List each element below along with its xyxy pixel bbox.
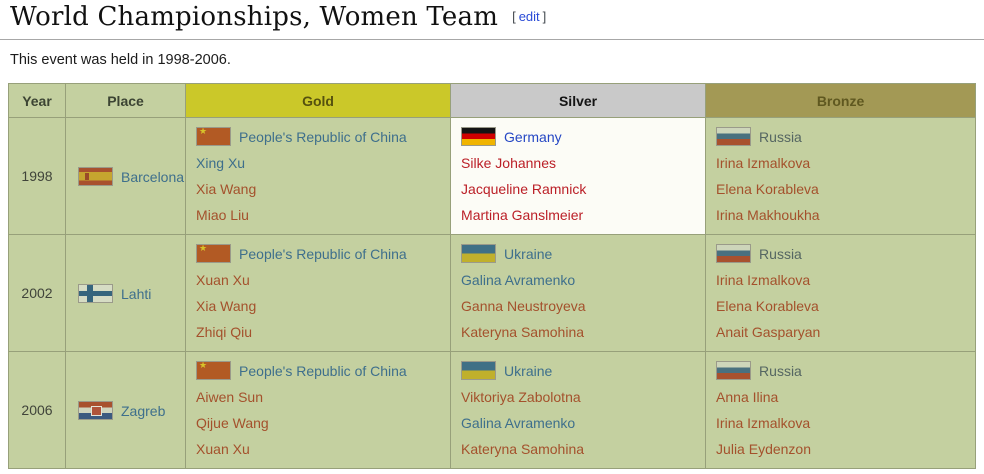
athlete-link[interactable]: Anait Gasparyan [716,324,821,340]
table-row: 2006 Zagreb People's Republic of China A… [8,351,977,469]
page-title: World Championships, Women Team [10,2,499,32]
gold-cell: People's Republic of China Xuan Xu Xia W… [185,234,452,352]
year-cell: 1998 [8,117,66,235]
china-flag [196,243,232,263]
athlete-link[interactable]: Irina Izmalkova [716,415,811,431]
ukraine-flag [461,361,497,380]
country-link[interactable]: Germany [504,129,562,145]
header-bronze: Bronze [705,83,977,118]
china-flag [196,360,232,380]
country-link[interactable]: People's Republic of China [239,363,407,379]
table-row: 2002 Lahti People's Republic of China Xu… [8,234,977,352]
gold-cell: People's Republic of China Aiwen Sun Qij… [185,351,452,469]
country-label: Russia [759,129,802,145]
bronze-cell: Russia Irina Izmalkova Elena Korableva I… [705,117,977,235]
athlete-link[interactable]: Martina Ganslmeier [461,207,584,223]
athlete-link[interactable]: Galina Avramenko [461,415,576,431]
country-link[interactable]: Ukraine [504,363,553,379]
title-divider [0,39,984,40]
country-link[interactable]: People's Republic of China [239,129,407,145]
athlete-link[interactable]: Irina Makhoukha [716,207,820,223]
russia-flag [716,244,752,263]
country-label: Russia [759,363,802,379]
year-cell: 2006 [8,351,66,469]
athlete-link[interactable]: Elena Korableva [716,181,819,197]
athlete-link[interactable]: Xuan Xu [196,272,250,288]
header-silver: Silver [450,83,707,118]
athlete-link[interactable]: Xia Wang [196,181,257,197]
header-gold: Gold [185,83,452,118]
header-year: Year [8,83,66,118]
athlete-link[interactable]: Xing Xu [196,155,246,171]
medal-table: Year Place Gold Silver Bronze 1998 Barce… [8,83,977,469]
place-cell: Lahti [64,234,187,352]
place-cell: Zagreb [64,351,187,469]
edit-link[interactable]: edit [518,9,540,24]
russia-flag [716,127,752,146]
place-link[interactable]: Lahti [121,285,152,302]
bronze-cell: Russia Anna Ilina Irina Izmalkova Julia … [705,351,977,469]
ukraine-flag [461,244,497,263]
athlete-link[interactable]: Kateryna Samohina [461,441,585,457]
croatia-flag [78,400,113,420]
edit-bracket-open: [ [512,9,516,24]
russia-flag [716,361,752,380]
athlete-link[interactable]: Elena Korableva [716,298,819,314]
athlete-link[interactable]: Viktoriya Zabolotna [461,389,581,405]
gold-cell: People's Republic of China Xing Xu Xia W… [185,117,452,235]
athlete-link[interactable]: Irina Izmalkova [716,155,811,171]
athlete-link[interactable]: Irina Izmalkova [716,272,811,288]
edit-bracket-close: ] [542,9,547,24]
country-link[interactable]: People's Republic of China [239,246,407,262]
place-link[interactable]: Zagreb [121,402,166,419]
athlete-link[interactable]: Julia Eydenzon [716,441,811,457]
silver-cell: Ukraine Galina Avramenko Ganna Neustroye… [450,234,707,352]
silver-cell: Germany Silke Johannes Jacqueline Ramnic… [450,117,707,235]
china-flag [196,126,232,146]
athlete-link[interactable]: Anna Ilina [716,389,779,405]
country-link[interactable]: Ukraine [504,246,553,262]
bronze-cell: Russia Irina Izmalkova Elena Korableva A… [705,234,977,352]
edit-section: [edit] [512,9,546,24]
country-label: Russia [759,246,802,262]
intro-text: This event was held in 1998-2006. [10,52,231,68]
place-cell: Barcelona [64,117,187,235]
finland-flag [78,283,113,303]
year-cell: 2002 [8,234,66,352]
spain-flag [78,166,113,186]
athlete-link[interactable]: Xuan Xu [196,441,250,457]
silver-cell: Ukraine Viktoriya Zabolotna Galina Avram… [450,351,707,469]
athlete-link[interactable]: Jacqueline Ramnick [461,181,587,197]
germany-flag [461,127,497,146]
athlete-link[interactable]: Aiwen Sun [196,389,263,405]
header-row: Year Place Gold Silver Bronze [8,83,977,118]
athlete-link[interactable]: Silke Johannes [461,155,556,171]
athlete-link[interactable]: Kateryna Samohina [461,324,585,340]
page-header: World Championships, Women Team [edit] [0,0,984,32]
athlete-link[interactable]: Ganna Neustroyeva [461,298,586,314]
athlete-link[interactable]: Miao Liu [196,207,249,223]
athlete-link[interactable]: Qijue Wang [196,415,269,431]
header-place: Place [64,83,187,118]
athlete-link[interactable]: Galina Avramenko [461,272,576,288]
place-link[interactable]: Barcelona [121,168,185,185]
athlete-link[interactable]: Xia Wang [196,298,257,314]
athlete-link[interactable]: Zhiqi Qiu [196,324,253,340]
table-row: 1998 Barcelona People's Republic of Chin… [8,117,977,235]
